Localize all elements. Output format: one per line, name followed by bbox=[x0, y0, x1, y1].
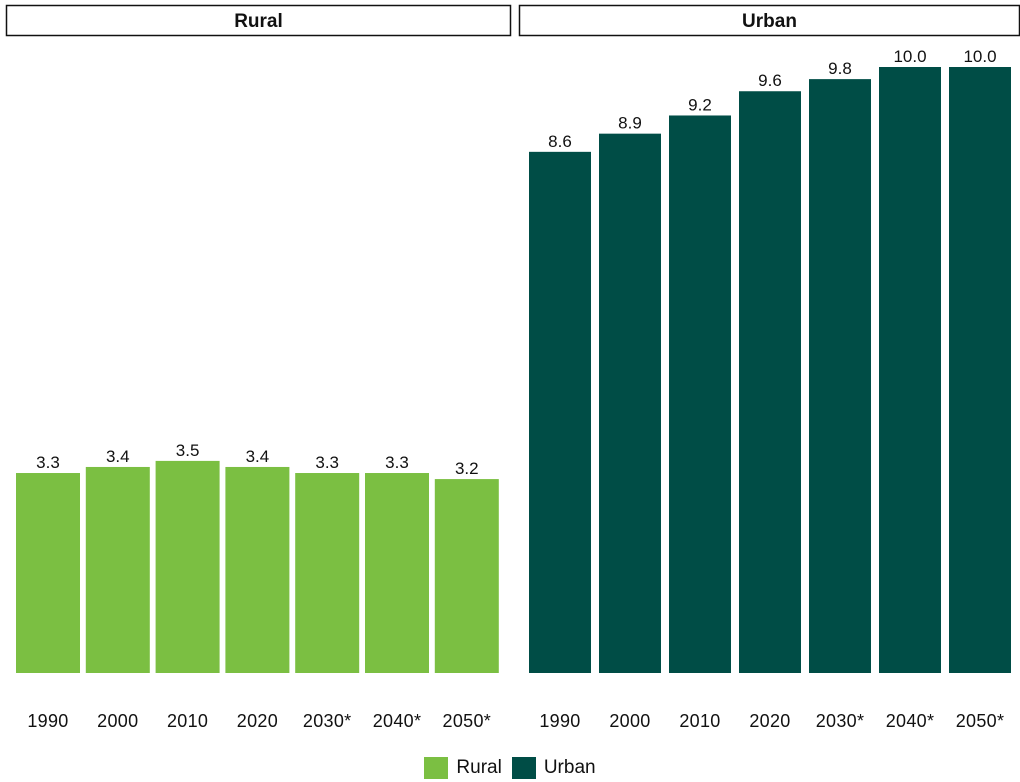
bar-rural-2020 bbox=[225, 466, 290, 673]
legend-label-rural: Rural bbox=[456, 757, 502, 778]
bar-rural-1990 bbox=[16, 473, 80, 673]
x-tick-rural-2050*: 2050* bbox=[443, 711, 492, 731]
bar-urban-2050* bbox=[949, 67, 1011, 673]
facet-header-urban bbox=[518, 4, 1020, 37]
bar-urban-1990 bbox=[529, 151, 591, 674]
x-tick-urban-1990: 1990 bbox=[539, 711, 580, 731]
facet-title-urban: Urban bbox=[742, 11, 797, 32]
x-tick-rural-1990: 1990 bbox=[27, 711, 68, 731]
x-tick-urban-2010: 2010 bbox=[679, 711, 720, 731]
x-tick-urban-2030*: 2030* bbox=[816, 711, 865, 731]
bar-label-rural-2050*: 3.2 bbox=[455, 459, 479, 478]
x-tick-urban-2000: 2000 bbox=[609, 711, 650, 731]
bar-rural-2030* bbox=[295, 473, 360, 673]
facet-title-rural: Rural bbox=[234, 11, 283, 32]
bar-label-urban-2050*: 10.0 bbox=[963, 47, 996, 66]
x-tick-urban-2050*: 2050* bbox=[956, 711, 1005, 731]
bar-rural-2050* bbox=[434, 479, 499, 673]
bar-urban-2030* bbox=[809, 79, 871, 674]
bar-rural-2040* bbox=[365, 473, 429, 673]
x-tick-urban-2020: 2020 bbox=[749, 711, 790, 731]
legend-swatch-urban bbox=[511, 757, 536, 779]
x-tick-rural-2020: 2020 bbox=[237, 711, 278, 731]
legend-label-urban: Urban bbox=[543, 757, 596, 778]
bar-label-urban-2030*: 9.8 bbox=[828, 59, 852, 78]
bar-label-rural-2030*: 3.3 bbox=[315, 453, 339, 472]
x-tick-rural-2000: 2000 bbox=[97, 711, 138, 731]
legend-swatch-rural bbox=[424, 757, 449, 779]
bar-urban-2040* bbox=[879, 67, 941, 673]
bar-rural-2010 bbox=[155, 460, 220, 673]
bar-label-urban-2020: 9.6 bbox=[758, 71, 782, 90]
legend-item-rural: Rural bbox=[424, 757, 502, 779]
bar-label-urban-1990: 8.6 bbox=[548, 132, 572, 151]
bar-urban-2010 bbox=[669, 115, 731, 674]
facet-header-rural bbox=[5, 4, 512, 37]
x-tick-rural-2030*: 2030* bbox=[303, 711, 352, 731]
bar-urban-2020 bbox=[739, 91, 801, 674]
bar-label-urban-2040*: 10.0 bbox=[893, 47, 926, 66]
bar-label-urban-2000: 8.9 bbox=[618, 114, 642, 133]
bar-urban-2000 bbox=[599, 133, 661, 673]
x-tick-rural-2040*: 2040* bbox=[373, 711, 422, 731]
legend-item-urban: Urban bbox=[511, 757, 596, 779]
bar-label-rural-2010: 3.5 bbox=[176, 441, 200, 460]
bar-rural-2000 bbox=[85, 466, 150, 673]
legend: Rural Urban bbox=[0, 756, 1020, 780]
x-tick-rural-2010: 2010 bbox=[167, 711, 208, 731]
bar-label-urban-2010: 9.2 bbox=[688, 95, 712, 114]
bar-label-rural-1990: 3.3 bbox=[36, 453, 60, 472]
bar-label-rural-2020: 3.4 bbox=[246, 447, 270, 466]
bar-label-rural-2000: 3.4 bbox=[106, 447, 130, 466]
bar-label-rural-2040*: 3.3 bbox=[385, 453, 409, 472]
x-tick-urban-2040*: 2040* bbox=[886, 711, 935, 731]
